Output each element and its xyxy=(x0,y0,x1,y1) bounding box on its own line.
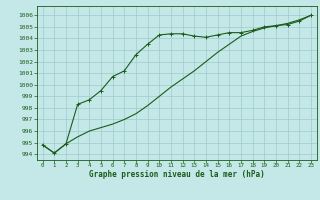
X-axis label: Graphe pression niveau de la mer (hPa): Graphe pression niveau de la mer (hPa) xyxy=(89,170,265,179)
